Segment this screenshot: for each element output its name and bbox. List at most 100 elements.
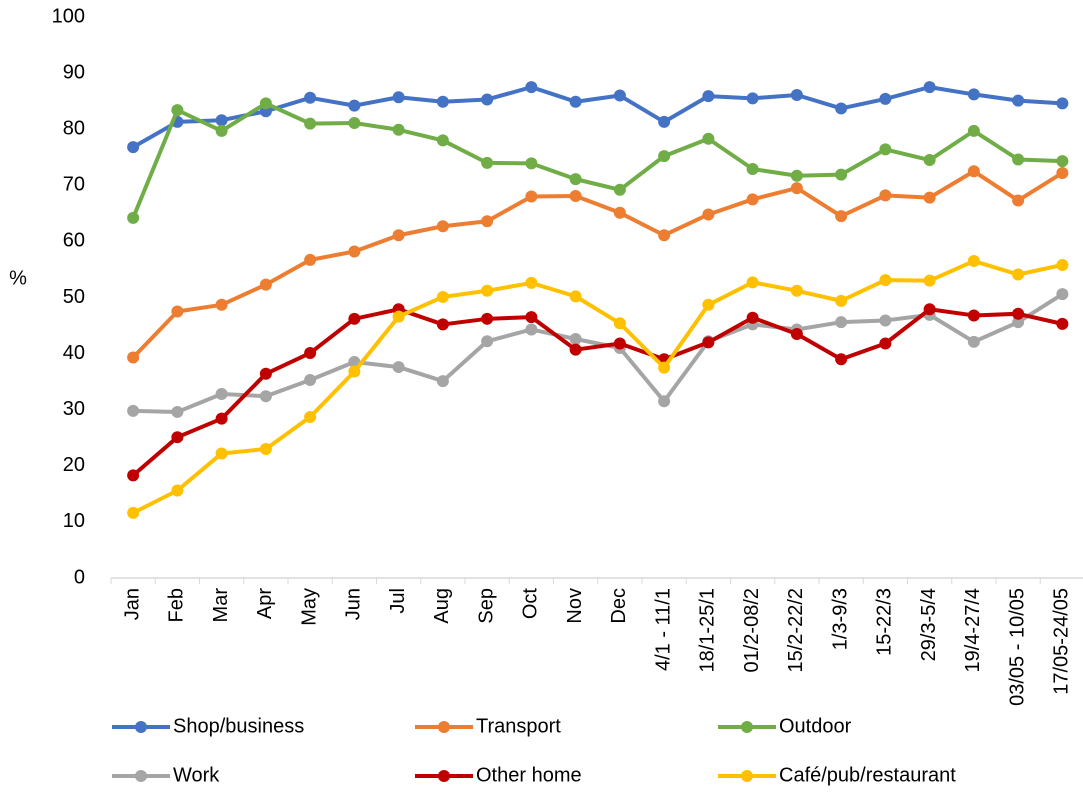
data-point — [525, 81, 538, 94]
data-point — [481, 312, 494, 325]
legend-label: Shop/business — [173, 715, 304, 737]
x-tick-label: Dec — [608, 588, 630, 624]
series-line — [131, 307, 1063, 477]
data-point — [259, 390, 272, 403]
y-axis-label: % — [9, 267, 27, 289]
data-point — [171, 104, 184, 117]
data-point — [967, 335, 980, 348]
data-point — [923, 303, 936, 316]
data-point — [967, 309, 980, 322]
data-point — [879, 143, 892, 156]
data-point — [569, 290, 582, 303]
data-point — [436, 220, 449, 233]
data-point — [525, 276, 538, 289]
data-point — [348, 245, 361, 258]
data-point — [392, 310, 405, 323]
x-tick-label: Jun — [343, 588, 365, 620]
data-point — [835, 316, 848, 329]
data-point — [746, 163, 759, 176]
data-point — [392, 91, 405, 104]
data-point — [392, 229, 405, 242]
data-point — [436, 375, 449, 388]
data-point — [746, 193, 759, 206]
legend-label: Outdoor — [779, 715, 852, 737]
series-line — [132, 259, 1063, 515]
data-point — [835, 102, 848, 115]
data-point — [569, 343, 582, 356]
data-point — [171, 484, 184, 497]
data-point — [171, 305, 184, 318]
series-line — [131, 101, 1063, 219]
data-point — [879, 92, 892, 105]
data-point — [127, 351, 140, 364]
data-point — [879, 189, 892, 202]
legend-marker — [741, 770, 753, 782]
data-point — [1056, 317, 1069, 330]
data-point — [835, 210, 848, 223]
data-point — [392, 123, 405, 136]
legend-label: Other home — [476, 764, 582, 786]
data-point — [702, 132, 715, 145]
y-tick-label: 80 — [63, 117, 85, 139]
legend-marker — [135, 721, 147, 733]
data-point — [967, 88, 980, 101]
data-point — [658, 115, 671, 128]
data-point — [967, 255, 980, 268]
data-point — [171, 405, 184, 418]
data-point — [569, 95, 582, 108]
x-tick-label: 01/2-08/2 — [741, 588, 763, 673]
data-point — [746, 311, 759, 324]
x-tick-label: Sep — [475, 588, 497, 624]
data-point — [1012, 316, 1025, 329]
data-point — [613, 89, 626, 102]
x-tick-label: 19/4-27/4 — [962, 588, 984, 673]
x-tick-label: Feb — [166, 588, 188, 622]
data-point — [348, 99, 361, 112]
x-tick-label: Nov — [564, 588, 586, 624]
data-point — [481, 335, 494, 348]
data-point — [569, 333, 582, 346]
data-point — [1012, 153, 1025, 166]
data-point — [304, 347, 317, 360]
data-point — [481, 284, 494, 297]
data-point — [525, 157, 538, 170]
series-line — [132, 85, 1063, 149]
x-tick-label: May — [298, 588, 320, 626]
data-point — [702, 298, 715, 311]
data-point — [1056, 97, 1069, 110]
x-tick-label: 1/3-9/3 — [829, 588, 851, 650]
data-point — [702, 336, 715, 349]
y-tick-label: 20 — [63, 454, 85, 476]
x-tick-label: Aug — [431, 588, 453, 624]
x-tick-label: 03/05 - 10/05 — [1006, 588, 1028, 706]
data-point — [835, 353, 848, 366]
data-point — [215, 412, 228, 425]
data-point — [879, 314, 892, 327]
y-tick-label: 30 — [63, 398, 85, 420]
legend-label: Work — [173, 764, 220, 786]
data-point — [923, 274, 936, 287]
x-tick-label: 4/1 - 11/1 — [652, 588, 674, 671]
data-point — [702, 90, 715, 103]
data-point — [702, 208, 715, 221]
data-point — [481, 215, 494, 228]
y-tick-label: 40 — [63, 342, 85, 364]
data-point — [215, 124, 228, 137]
x-tick-label: Jan — [121, 588, 143, 620]
data-point — [967, 124, 980, 137]
data-point — [304, 253, 317, 266]
legend-marker — [438, 721, 450, 733]
data-point — [879, 337, 892, 350]
data-point — [790, 327, 803, 340]
y-tick-label: 90 — [63, 61, 85, 83]
data-point — [658, 150, 671, 163]
x-tick-label: 15/2-22/2 — [785, 588, 807, 673]
data-point — [923, 191, 936, 204]
data-point — [790, 88, 803, 101]
data-point — [613, 183, 626, 196]
data-point — [348, 312, 361, 325]
data-point — [259, 97, 272, 110]
data-point — [835, 168, 848, 181]
data-point — [835, 294, 848, 307]
data-point — [436, 318, 449, 331]
